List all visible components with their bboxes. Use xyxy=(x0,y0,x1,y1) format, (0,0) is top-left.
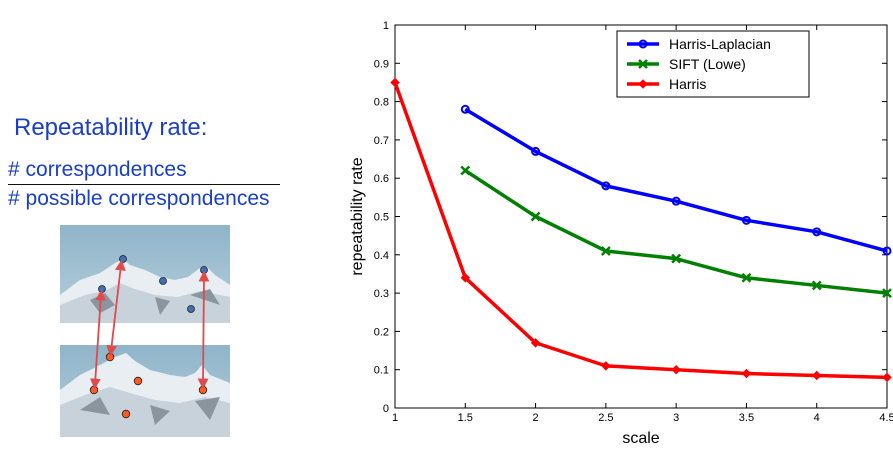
interest-point-red xyxy=(121,409,131,419)
data-point xyxy=(531,146,541,156)
y-tick-label: 0.1 xyxy=(374,365,389,377)
interest-point-red xyxy=(105,352,115,362)
interest-point-red xyxy=(198,385,208,395)
interest-point-blue xyxy=(187,305,195,313)
correspondence-arrow xyxy=(197,270,210,390)
data-point xyxy=(812,227,822,237)
data-point xyxy=(882,246,892,256)
x-tick-label: 1 xyxy=(392,412,398,424)
data-point xyxy=(390,77,400,88)
legend-entry: Harris-Laplacian xyxy=(627,36,771,52)
repeatability-heading: Repeatability rate: xyxy=(14,114,208,141)
data-point xyxy=(601,361,611,371)
data-point xyxy=(671,253,682,264)
y-tick-label: 0.4 xyxy=(374,250,389,262)
legend-entry: SIFT (Lowe) xyxy=(627,56,746,72)
fraction-line xyxy=(8,184,280,185)
data-point xyxy=(882,372,892,383)
data-point xyxy=(460,273,470,283)
y-tick-label: 0.7 xyxy=(374,135,389,147)
x-tick-label: 3 xyxy=(673,412,679,424)
data-point xyxy=(460,165,471,176)
correspondence-arrow xyxy=(89,289,107,390)
y-axis-label: repeatability rate xyxy=(349,157,366,275)
data-point xyxy=(530,338,541,348)
data-point xyxy=(460,104,470,114)
y-tick-label: 0 xyxy=(383,403,389,415)
data-point xyxy=(638,79,648,89)
data-point xyxy=(671,364,681,375)
fraction-numerator: # correspondences xyxy=(8,158,187,181)
data-point xyxy=(741,368,752,379)
interest-point-blue xyxy=(159,277,167,285)
x-tick-label: 4 xyxy=(814,412,820,424)
series-line xyxy=(464,107,888,253)
y-tick-label: 0.8 xyxy=(374,97,389,109)
data-point xyxy=(601,181,611,191)
fraction-denominator: # possible correspondences xyxy=(8,187,270,210)
axis-ticks: 1 1.5 2 2.5 3 3.5 4 4.5 0 0.1 0.2 0.3 0.4 0.5 0.6 0.7 0.… xyxy=(374,20,893,424)
data-point xyxy=(812,370,822,381)
series-line xyxy=(393,81,888,380)
series-harris xyxy=(390,77,892,383)
left-panel: Repeatability rate: # correspondences # … xyxy=(0,0,330,450)
data-point xyxy=(741,215,751,225)
legend-entry: Harris xyxy=(627,76,706,92)
interest-point-blue xyxy=(98,285,106,293)
x-tick-label: 1.5 xyxy=(458,412,473,424)
series-harris-laplacian xyxy=(460,104,892,256)
legend-label: Harris-Laplacian xyxy=(669,36,771,52)
mountain-correspondence-figure xyxy=(60,225,230,437)
correspondence-arrow xyxy=(106,259,126,357)
repeatability-chart: 1 1.5 2 2.5 3 3.5 4 4.5 0 0.1 0.2 0.3 0.4 0.5 0.6 0.7 0.… xyxy=(349,20,893,447)
y-tick-label: 0.9 xyxy=(374,58,389,70)
x-tick-label: 2 xyxy=(533,412,539,424)
legend-label: SIFT (Lowe) xyxy=(669,56,746,72)
data-point xyxy=(530,211,541,222)
interest-point-red xyxy=(133,376,143,386)
y-tick-label: 1 xyxy=(383,20,389,32)
data-point xyxy=(638,59,648,69)
data-point xyxy=(638,39,648,49)
legend-label: Harris xyxy=(669,76,706,92)
x-axis-label: scale xyxy=(622,430,659,447)
data-point xyxy=(882,288,892,298)
x-tick-label: 2.5 xyxy=(598,412,613,424)
y-tick-label: 0.5 xyxy=(374,212,389,224)
data-point xyxy=(600,246,611,256)
series-sift-lowe xyxy=(460,165,892,298)
data-point xyxy=(811,280,822,291)
series-layer xyxy=(390,77,892,383)
x-tick-label: 4.5 xyxy=(879,412,893,424)
data-point xyxy=(671,196,681,206)
y-tick-label: 0.3 xyxy=(374,288,389,300)
y-tick-label: 0.6 xyxy=(374,173,389,185)
interest-point-blue xyxy=(119,255,127,263)
interest-point-red xyxy=(89,385,99,395)
interest-point-blue xyxy=(200,266,208,274)
y-tick-label: 0.2 xyxy=(374,326,389,338)
data-point xyxy=(741,272,752,283)
x-tick-label: 3.5 xyxy=(739,412,754,424)
legend: Harris-Laplacian SIFT (Lowe) Harris xyxy=(616,30,810,98)
